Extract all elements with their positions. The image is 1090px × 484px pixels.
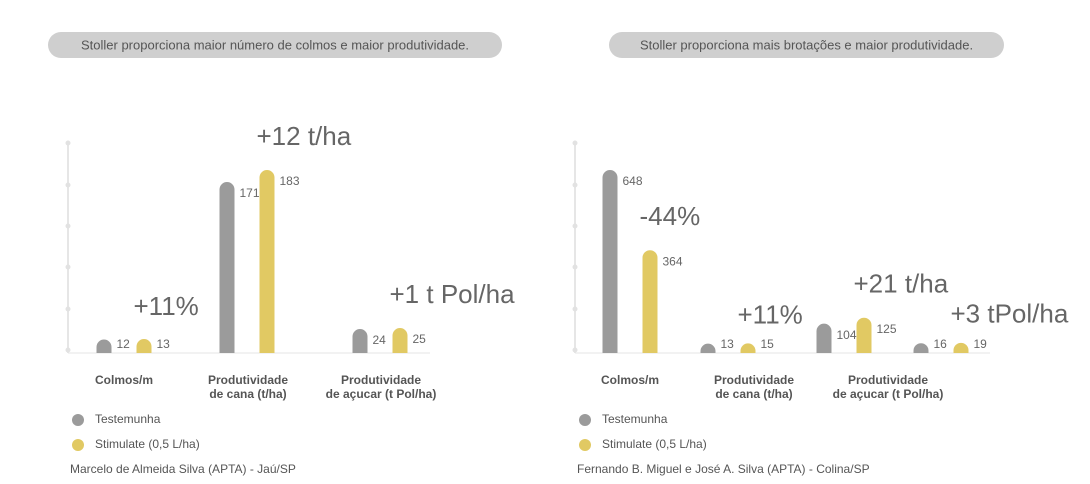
source: Marcelo de Almeida Silva (APTA) - Jaú/SP: [70, 462, 296, 476]
source: Fernando B. Miguel e José A. Silva (APTA…: [577, 462, 870, 476]
value-label: 12: [117, 337, 131, 351]
axis-dot: [572, 347, 578, 353]
annotation: +12 t/ha: [257, 121, 352, 151]
value-label: 648: [623, 174, 643, 188]
category-label: Produtividade de açucar (t Pol/ha): [833, 373, 944, 401]
value-label: 25: [413, 332, 427, 346]
bar: [96, 339, 112, 353]
axis-dot: [65, 306, 71, 312]
category-line: Colmos/m: [601, 373, 659, 387]
value-label: 364: [663, 254, 683, 268]
annotation: -44%: [640, 201, 701, 231]
value-label: 24: [373, 333, 387, 347]
axis-dot: [65, 182, 71, 188]
bar: [392, 328, 408, 353]
bar: [219, 182, 235, 353]
legend-label: Testemunha: [95, 412, 161, 426]
axis-dot: [572, 182, 578, 188]
value-label: 125: [877, 322, 897, 336]
bar: [136, 339, 152, 353]
category-label: Produtividade de cana (t/ha): [714, 373, 794, 401]
value-label: 13: [157, 337, 171, 351]
title-pill: [609, 32, 1004, 58]
value-label: 15: [761, 337, 775, 351]
chart-title: Stoller proporciona maior número de colm…: [81, 37, 469, 52]
value-label: 19: [974, 337, 988, 351]
legend-label: Testemunha: [602, 412, 668, 426]
annotation: +3 tPol/ha: [951, 299, 1069, 329]
bar: [816, 323, 832, 353]
bar: [953, 342, 969, 353]
legend-swatch: [72, 414, 84, 426]
bar: [352, 329, 368, 353]
category-line: Produtividade: [341, 373, 421, 387]
axis-dot: [572, 264, 578, 270]
category-label: Colmos/m: [601, 373, 659, 387]
axis-dot: [572, 223, 578, 229]
bar: [642, 250, 658, 353]
category-line: Produtividade: [714, 373, 794, 387]
category-line: Produtividade: [208, 373, 288, 387]
axis-dot: [65, 264, 71, 270]
annotation: +1 t Pol/ha: [390, 279, 516, 309]
bar: [913, 343, 929, 353]
bar: [700, 343, 716, 353]
category-line: de açucar (t Pol/ha): [326, 387, 437, 401]
chart-title: Stoller proporciona mais brotações e mai…: [640, 37, 973, 52]
bar: [602, 170, 618, 353]
value-label: 171: [240, 186, 260, 200]
axis-dot: [65, 223, 71, 229]
value-label: 16: [934, 337, 948, 351]
category-label: Colmos/m: [95, 373, 153, 387]
category-line: de açucar (t Pol/ha): [833, 387, 944, 401]
title-pill: [48, 32, 502, 58]
category-label: Produtividade de açucar (t Pol/ha): [326, 373, 437, 401]
category-line: Produtividade: [848, 373, 928, 387]
value-label: 183: [280, 174, 300, 188]
axis-dot: [572, 306, 578, 312]
legend-label: Stimulate (0,5 L/ha): [95, 437, 200, 451]
legend-swatch: [579, 414, 591, 426]
legend-label: Stimulate (0,5 L/ha): [602, 437, 707, 451]
value-label: 104: [837, 328, 857, 342]
category-line: Colmos/m: [95, 373, 153, 387]
axis-dot: [65, 347, 71, 353]
legend-swatch: [579, 439, 591, 451]
annotation: +11%: [738, 300, 803, 330]
value-label: 13: [721, 337, 735, 351]
category-line: de cana (t/ha): [715, 387, 792, 401]
bar: [259, 170, 275, 353]
category-line: de cana (t/ha): [209, 387, 286, 401]
axis-dot: [65, 140, 71, 146]
axis-dot: [572, 140, 578, 146]
bar: [856, 317, 872, 353]
annotation: +11%: [134, 291, 199, 321]
legend-swatch: [72, 439, 84, 451]
category-label: Produtividade de cana (t/ha): [208, 373, 288, 401]
annotation: +21 t/ha: [854, 269, 949, 299]
bar: [740, 343, 756, 353]
